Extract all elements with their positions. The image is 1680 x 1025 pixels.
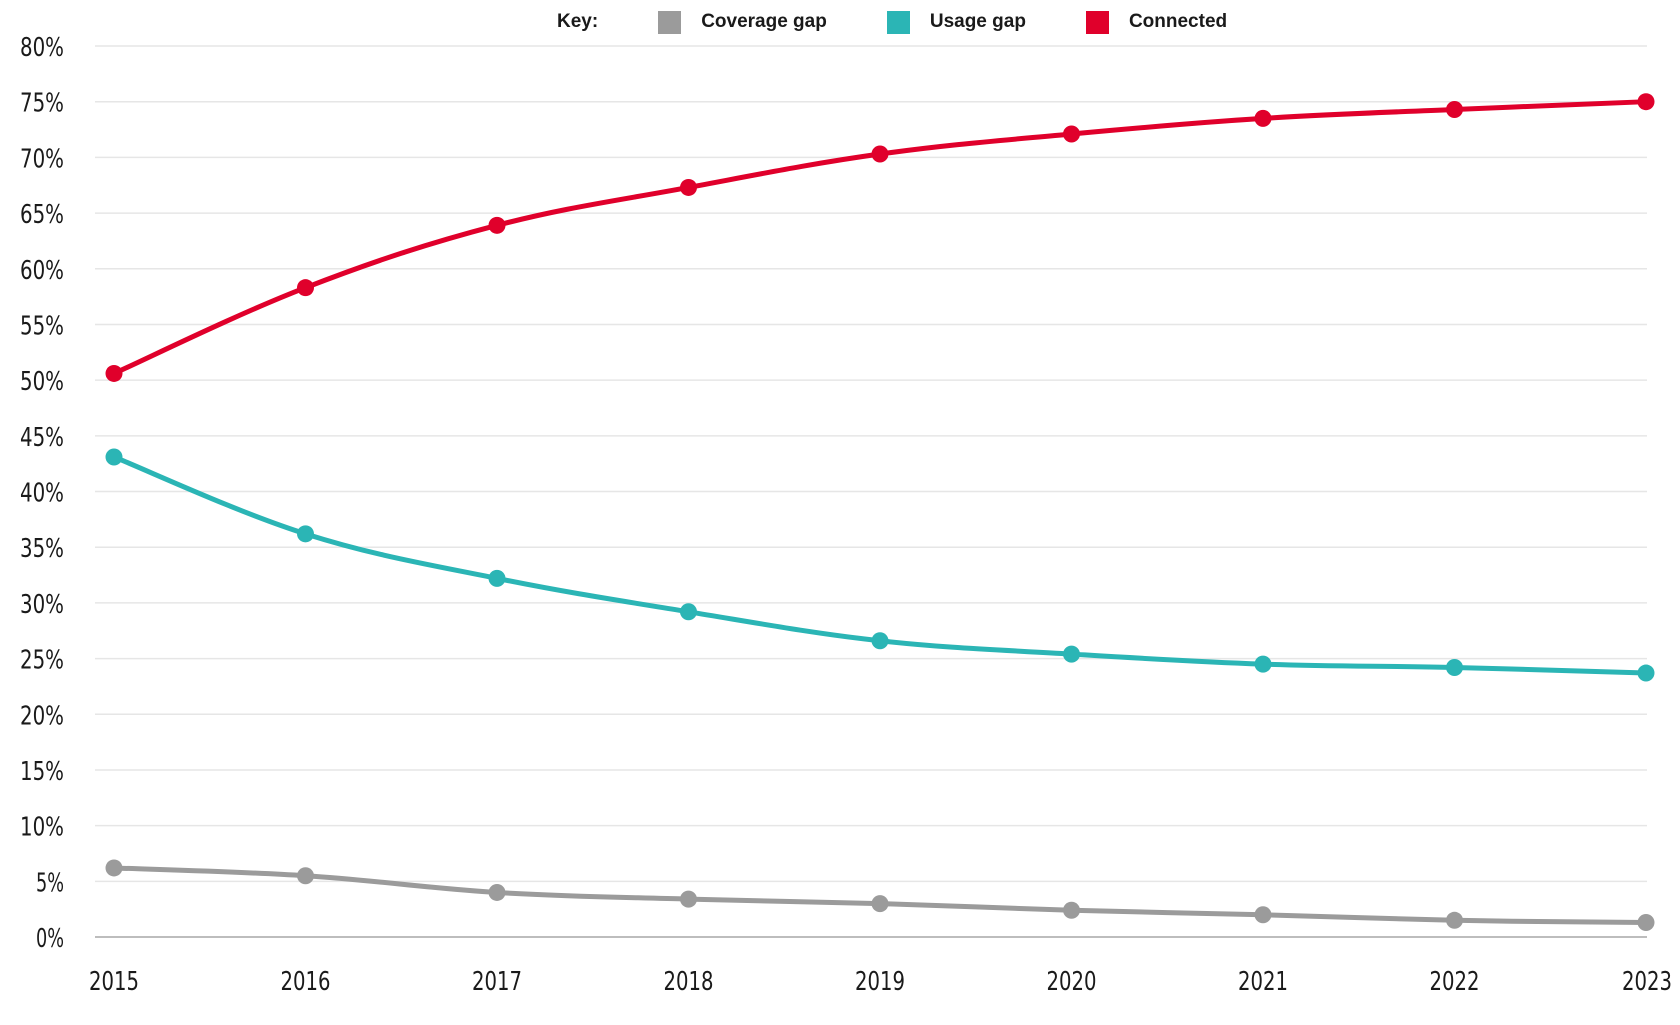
x-axis-ticks: 2015 2016 2017 2018 2019 2020 2021 2022 2023 (89, 967, 1672, 997)
data-point-connected (105, 364, 123, 382)
data-point-coverage-gap (871, 895, 889, 913)
series-lines (111, 99, 1649, 926)
y-tick-label: 40% (20, 479, 64, 509)
y-tick-label: 15% (20, 757, 64, 787)
series-line-connected (111, 99, 1649, 376)
y-tick-label: 35% (20, 534, 64, 564)
legend-label-coverage-gap: Coverage gap (701, 11, 827, 32)
x-tick-label: 2017 (472, 967, 522, 997)
y-tick-label: 65% (20, 200, 64, 230)
data-point-coverage-gap (105, 859, 123, 877)
x-tick-label: 2020 (1047, 967, 1097, 997)
data-point-usage-gap (680, 603, 697, 621)
data-point-coverage-gap (1063, 901, 1080, 919)
data-point-coverage-gap (1637, 914, 1655, 932)
y-tick-label: 5% (36, 868, 64, 898)
legend-item-usage-gap: Usage gap (886, 10, 1026, 34)
data-point-usage-gap (297, 525, 314, 543)
data-point-connected (1446, 100, 1463, 118)
y-tick-label: 80% (20, 33, 64, 63)
legend-swatch-usage-gap (886, 10, 910, 34)
legend-swatch-coverage-gap (658, 10, 682, 34)
y-tick-label: 75% (20, 89, 64, 119)
legend-swatch-connected (1085, 10, 1109, 34)
data-point-connected (1637, 93, 1655, 111)
data-point-connected (1063, 125, 1080, 143)
gridlines (95, 45, 1647, 938)
data-point-coverage-gap (1254, 906, 1272, 924)
legend-label-usage-gap: Usage gap (929, 11, 1026, 32)
x-tick-label: 2021 (1238, 967, 1288, 997)
y-tick-label: 25% (20, 646, 64, 676)
data-point-usage-gap (1446, 658, 1463, 676)
x-tick-label: 2018 (664, 967, 714, 997)
legend: Key: Coverage gap Usage gap Connected (549, 6, 1236, 38)
data-point-connected (1254, 109, 1272, 127)
data-point-connected (297, 279, 314, 297)
data-point-usage-gap (1637, 664, 1655, 682)
y-tick-label: 10% (20, 813, 64, 843)
data-point-usage-gap (1254, 655, 1272, 673)
x-tick-label: 2016 (281, 967, 331, 997)
legend-item-coverage-gap: Coverage gap (658, 10, 827, 34)
y-axis-ticks: 0% 5% 10% 15% 20% 25% 30% 35% 40% 45% 50% 55% 60% 65%… (20, 33, 64, 954)
data-point-coverage-gap (1446, 911, 1463, 929)
data-point-usage-gap (105, 448, 123, 466)
data-point-usage-gap (488, 569, 506, 587)
data-point-connected (871, 145, 889, 163)
data-point-usage-gap (871, 632, 889, 650)
y-tick-label: 30% (20, 590, 64, 620)
x-tick-label: 2019 (855, 967, 905, 997)
y-tick-label: 70% (20, 144, 64, 174)
x-tick-label: 2022 (1430, 967, 1480, 997)
y-tick-label: 0% (36, 924, 64, 954)
y-tick-label: 60% (20, 256, 64, 286)
x-tick-label: 2023 (1622, 967, 1672, 997)
data-point-connected (488, 216, 506, 234)
legend-label-connected: Connected (1128, 11, 1228, 32)
data-point-usage-gap (1063, 645, 1080, 663)
y-tick-label: 55% (20, 311, 64, 341)
y-tick-label: 45% (20, 423, 64, 453)
data-point-coverage-gap (680, 890, 697, 908)
series-points (105, 93, 1655, 932)
x-tick-label: 2015 (89, 967, 139, 997)
legend-item-connected: Connected (1085, 10, 1228, 34)
y-tick-label: 50% (20, 367, 64, 397)
legend-key-label: Key: (557, 11, 599, 32)
y-tick-label: 20% (20, 701, 64, 731)
data-point-connected (680, 178, 697, 196)
data-point-coverage-gap (297, 867, 314, 885)
data-point-coverage-gap (488, 883, 506, 901)
